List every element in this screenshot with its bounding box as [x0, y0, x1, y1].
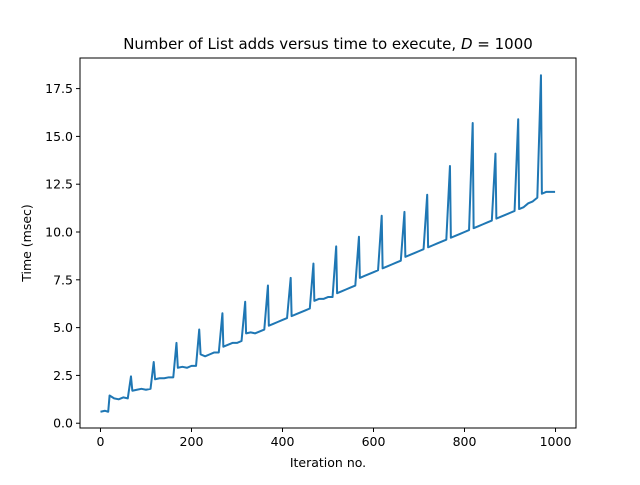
y-tick-label: 7.5 [53, 272, 73, 287]
y-axis-ticks: 0.0 2.5 5.0 7.5 10.0 12.5 15.0 17.5 [45, 81, 80, 431]
y-tick-label: 5.0 [53, 320, 73, 335]
chart-title-prefix: Number of List adds versus time to execu… [123, 35, 461, 53]
x-tick-label: 1000 [540, 434, 572, 449]
chart-title: Number of List adds versus time to execu… [123, 35, 533, 53]
x-tick-label: 400 [271, 434, 295, 449]
plot-area [100, 74, 556, 413]
x-tick-label: 800 [453, 434, 477, 449]
y-tick-label: 17.5 [45, 81, 73, 96]
y-tick-label: 12.5 [45, 177, 73, 192]
x-tick-label: 0 [97, 434, 105, 449]
y-tick-label: 2.5 [53, 368, 73, 383]
x-axis-label: Iteration no. [290, 455, 366, 470]
chart-title-suffix: = 1000 [473, 35, 533, 53]
series-line-0 [100, 74, 556, 413]
chart-title-variable: D [461, 35, 473, 53]
y-tick-label: 10.0 [45, 225, 73, 240]
x-tick-label: 200 [180, 434, 204, 449]
y-tick-label: 15.0 [45, 129, 73, 144]
x-tick-label: 600 [362, 434, 386, 449]
y-tick-label: 0.0 [53, 416, 73, 431]
x-axis-ticks: 0 200 400 600 800 1000 [97, 428, 572, 449]
axes-frame [79, 57, 577, 429]
y-axis-label: Time (msec) [19, 204, 34, 283]
